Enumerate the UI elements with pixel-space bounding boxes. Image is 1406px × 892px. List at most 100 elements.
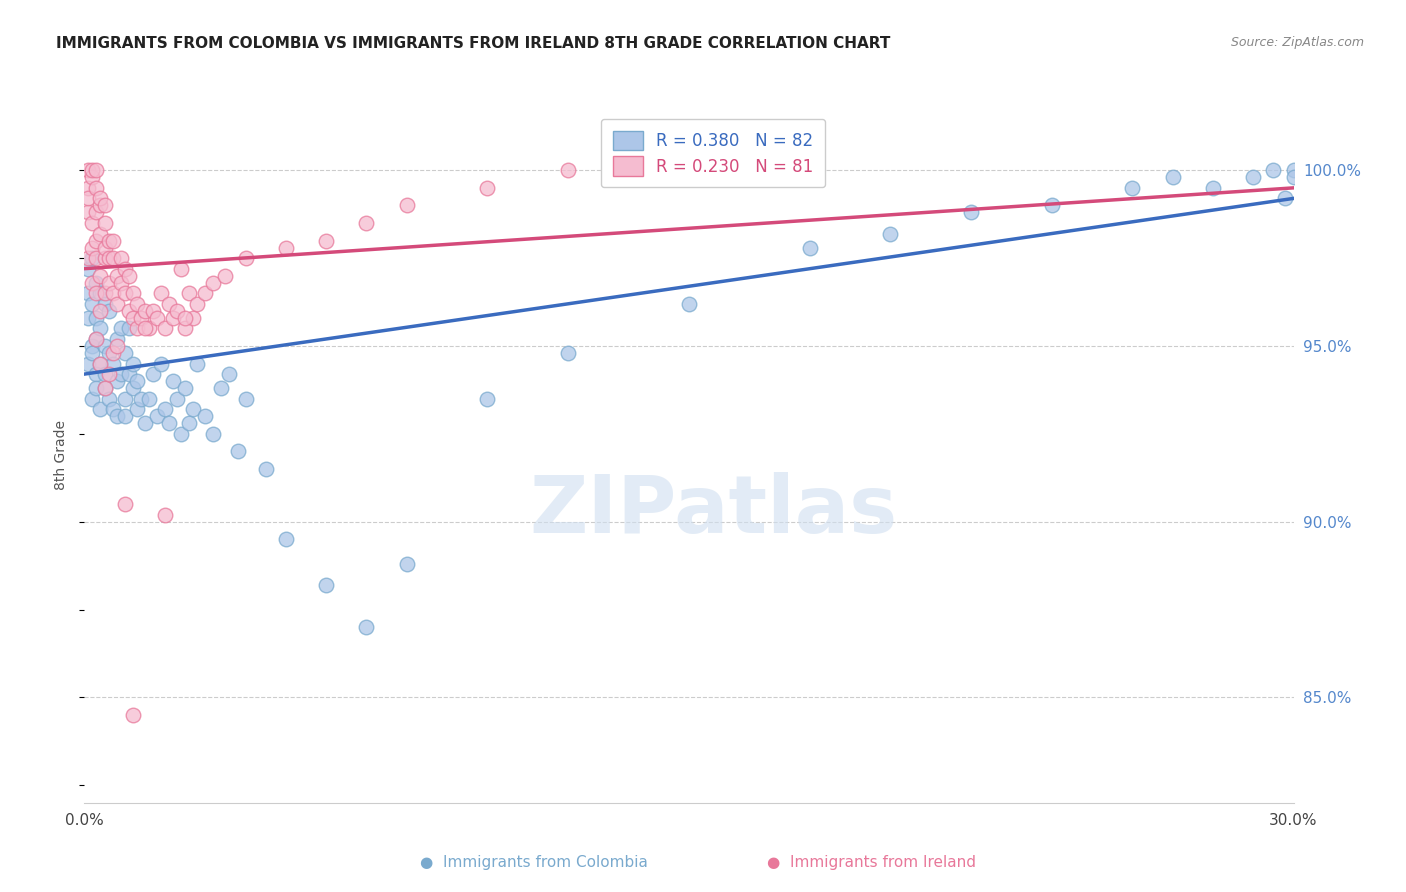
Point — [89, 357, 111, 371]
Point — [105, 409, 128, 424]
Point — [181, 310, 204, 325]
Point — [82, 297, 104, 311]
Point — [181, 402, 204, 417]
Point — [82, 241, 104, 255]
Point — [146, 409, 169, 424]
Point — [121, 357, 143, 371]
Point — [179, 417, 201, 431]
Point — [110, 276, 132, 290]
Point — [86, 367, 108, 381]
Point — [395, 557, 418, 571]
Point — [125, 374, 148, 388]
Point — [174, 381, 197, 395]
Point — [254, 462, 277, 476]
Point — [101, 286, 124, 301]
Point — [89, 227, 111, 241]
Point — [105, 374, 128, 388]
Point — [77, 163, 100, 178]
Point — [235, 251, 257, 265]
Point — [1263, 163, 1285, 178]
Point — [146, 310, 169, 325]
Point — [118, 303, 141, 318]
Point — [86, 251, 108, 265]
Point — [153, 402, 176, 417]
Point — [97, 276, 120, 290]
Point — [166, 392, 188, 406]
Point — [114, 392, 136, 406]
Point — [1202, 181, 1225, 195]
Point — [105, 297, 128, 311]
Point — [86, 286, 108, 301]
Point — [1161, 170, 1184, 185]
Point — [118, 367, 141, 381]
Point — [153, 508, 176, 522]
Point — [138, 321, 160, 335]
Point — [97, 367, 120, 381]
Point — [114, 409, 136, 424]
Point — [86, 205, 108, 219]
Point — [86, 276, 108, 290]
Point — [153, 321, 176, 335]
Point — [82, 276, 104, 290]
Point — [202, 276, 225, 290]
Point — [86, 163, 108, 178]
Point — [86, 332, 108, 346]
Point — [1040, 198, 1063, 212]
Point — [82, 163, 104, 178]
Point — [97, 251, 120, 265]
Point — [110, 367, 132, 381]
Point — [179, 286, 201, 301]
Point — [214, 268, 236, 283]
Point — [142, 303, 165, 318]
Text: ●  Immigrants from Colombia: ● Immigrants from Colombia — [420, 855, 648, 870]
Point — [477, 392, 499, 406]
Point — [557, 346, 579, 360]
Point — [194, 409, 217, 424]
Point — [129, 392, 152, 406]
Point — [274, 533, 297, 547]
Point — [97, 234, 120, 248]
Point — [170, 261, 193, 276]
Point — [194, 286, 217, 301]
Point — [93, 198, 115, 212]
Point — [125, 297, 148, 311]
Point — [226, 444, 249, 458]
Point — [157, 297, 180, 311]
Point — [86, 332, 108, 346]
Point — [121, 708, 143, 723]
Point — [89, 321, 111, 335]
Point — [114, 286, 136, 301]
Point — [114, 261, 136, 276]
Point — [101, 251, 124, 265]
Point — [162, 310, 184, 325]
Point — [82, 251, 104, 265]
Point — [209, 381, 232, 395]
Point — [89, 268, 111, 283]
Point — [93, 286, 115, 301]
Point — [82, 346, 104, 360]
Point — [235, 392, 257, 406]
Point — [149, 357, 172, 371]
Point — [86, 181, 108, 195]
Point — [879, 227, 901, 241]
Point — [186, 357, 208, 371]
Point — [82, 339, 104, 353]
Point — [356, 216, 378, 230]
Point — [97, 392, 120, 406]
Point — [149, 286, 172, 301]
Point — [170, 426, 193, 441]
Point — [799, 241, 821, 255]
Point — [86, 381, 108, 395]
Point — [110, 251, 132, 265]
Point — [202, 426, 225, 441]
Point — [101, 357, 124, 371]
Point — [134, 321, 156, 335]
Point — [1241, 170, 1264, 185]
Point — [89, 357, 111, 371]
Point — [118, 321, 141, 335]
Point — [77, 181, 100, 195]
Point — [174, 310, 197, 325]
Point — [101, 346, 124, 360]
Point — [557, 163, 579, 178]
Point — [105, 339, 128, 353]
